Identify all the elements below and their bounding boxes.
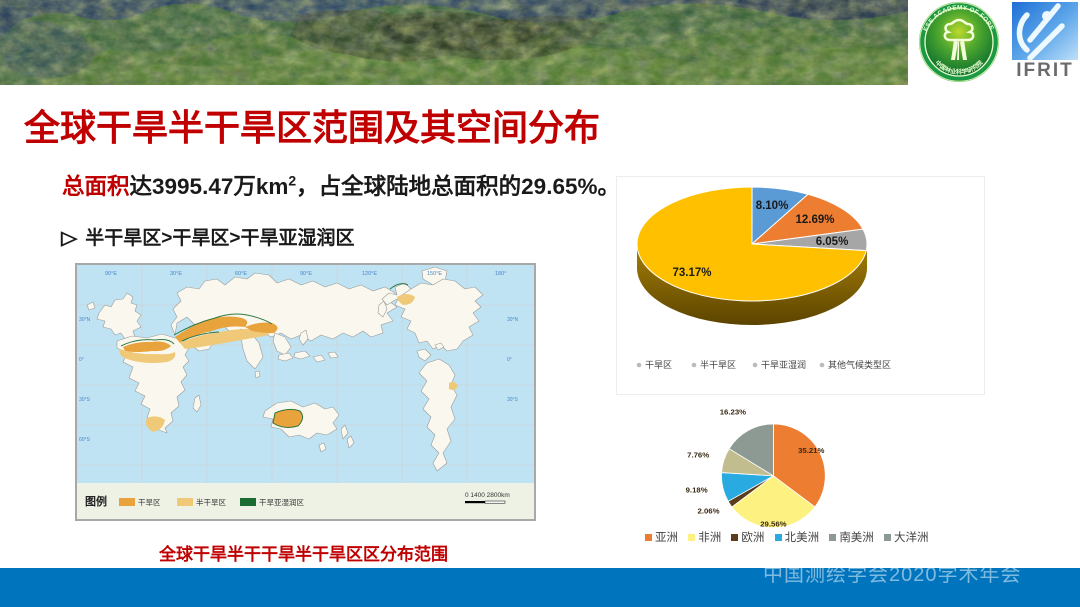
svg-text:60°S: 60°S [79,437,91,443]
svg-text:30°N: 30°N [507,317,519,323]
svg-text:30°N: 30°N [79,317,91,323]
svg-text:16.23%: 16.23% [720,408,746,417]
svg-text:干旱区: 干旱区 [138,498,161,507]
svg-text:半干旱区: 半干旱区 [700,359,736,370]
svg-text:图例: 图例 [85,494,107,508]
svg-text:0°: 0° [79,357,84,363]
svg-text:12.69%: 12.69% [795,214,834,226]
svg-text:IFRIT: IFRIT [1016,60,1074,81]
svg-text:8.10%: 8.10% [756,200,789,212]
svg-text:180°: 180° [495,271,506,277]
svg-text:0°: 0° [507,357,512,363]
svg-text:30°S: 30°S [79,397,91,403]
svg-text:30°E: 30°E [170,271,182,277]
svg-text:干旱亚湿润区: 干旱亚湿润区 [259,497,304,507]
svg-text:半干旱区: 半干旱区 [196,497,226,507]
svg-text:干旱区: 干旱区 [645,360,672,370]
svg-text:29.56%: 29.56% [760,520,786,529]
svg-text:9.18%: 9.18% [686,485,708,494]
svg-text:0 1400 2800km: 0 1400 2800km [465,492,510,499]
svg-text:90°E: 90°E [105,271,117,277]
svg-text:90°E: 90°E [300,271,312,277]
svg-text:干旱亚湿润: 干旱亚湿润 [761,359,806,370]
svg-text:150°E: 150°E [427,271,442,277]
svg-text:7.76%: 7.76% [687,451,709,460]
svg-text:60°E: 60°E [235,271,247,277]
svg-text:其他气候类型区: 其他气候类型区 [828,359,891,370]
svg-text:73.17%: 73.17% [672,267,711,279]
svg-text:35.21%: 35.21% [798,446,824,455]
svg-text:120°E: 120°E [362,271,377,277]
svg-text:30°S: 30°S [507,397,519,403]
svg-text:2.06%: 2.06% [698,507,720,516]
svg-text:6.05%: 6.05% [816,236,849,248]
